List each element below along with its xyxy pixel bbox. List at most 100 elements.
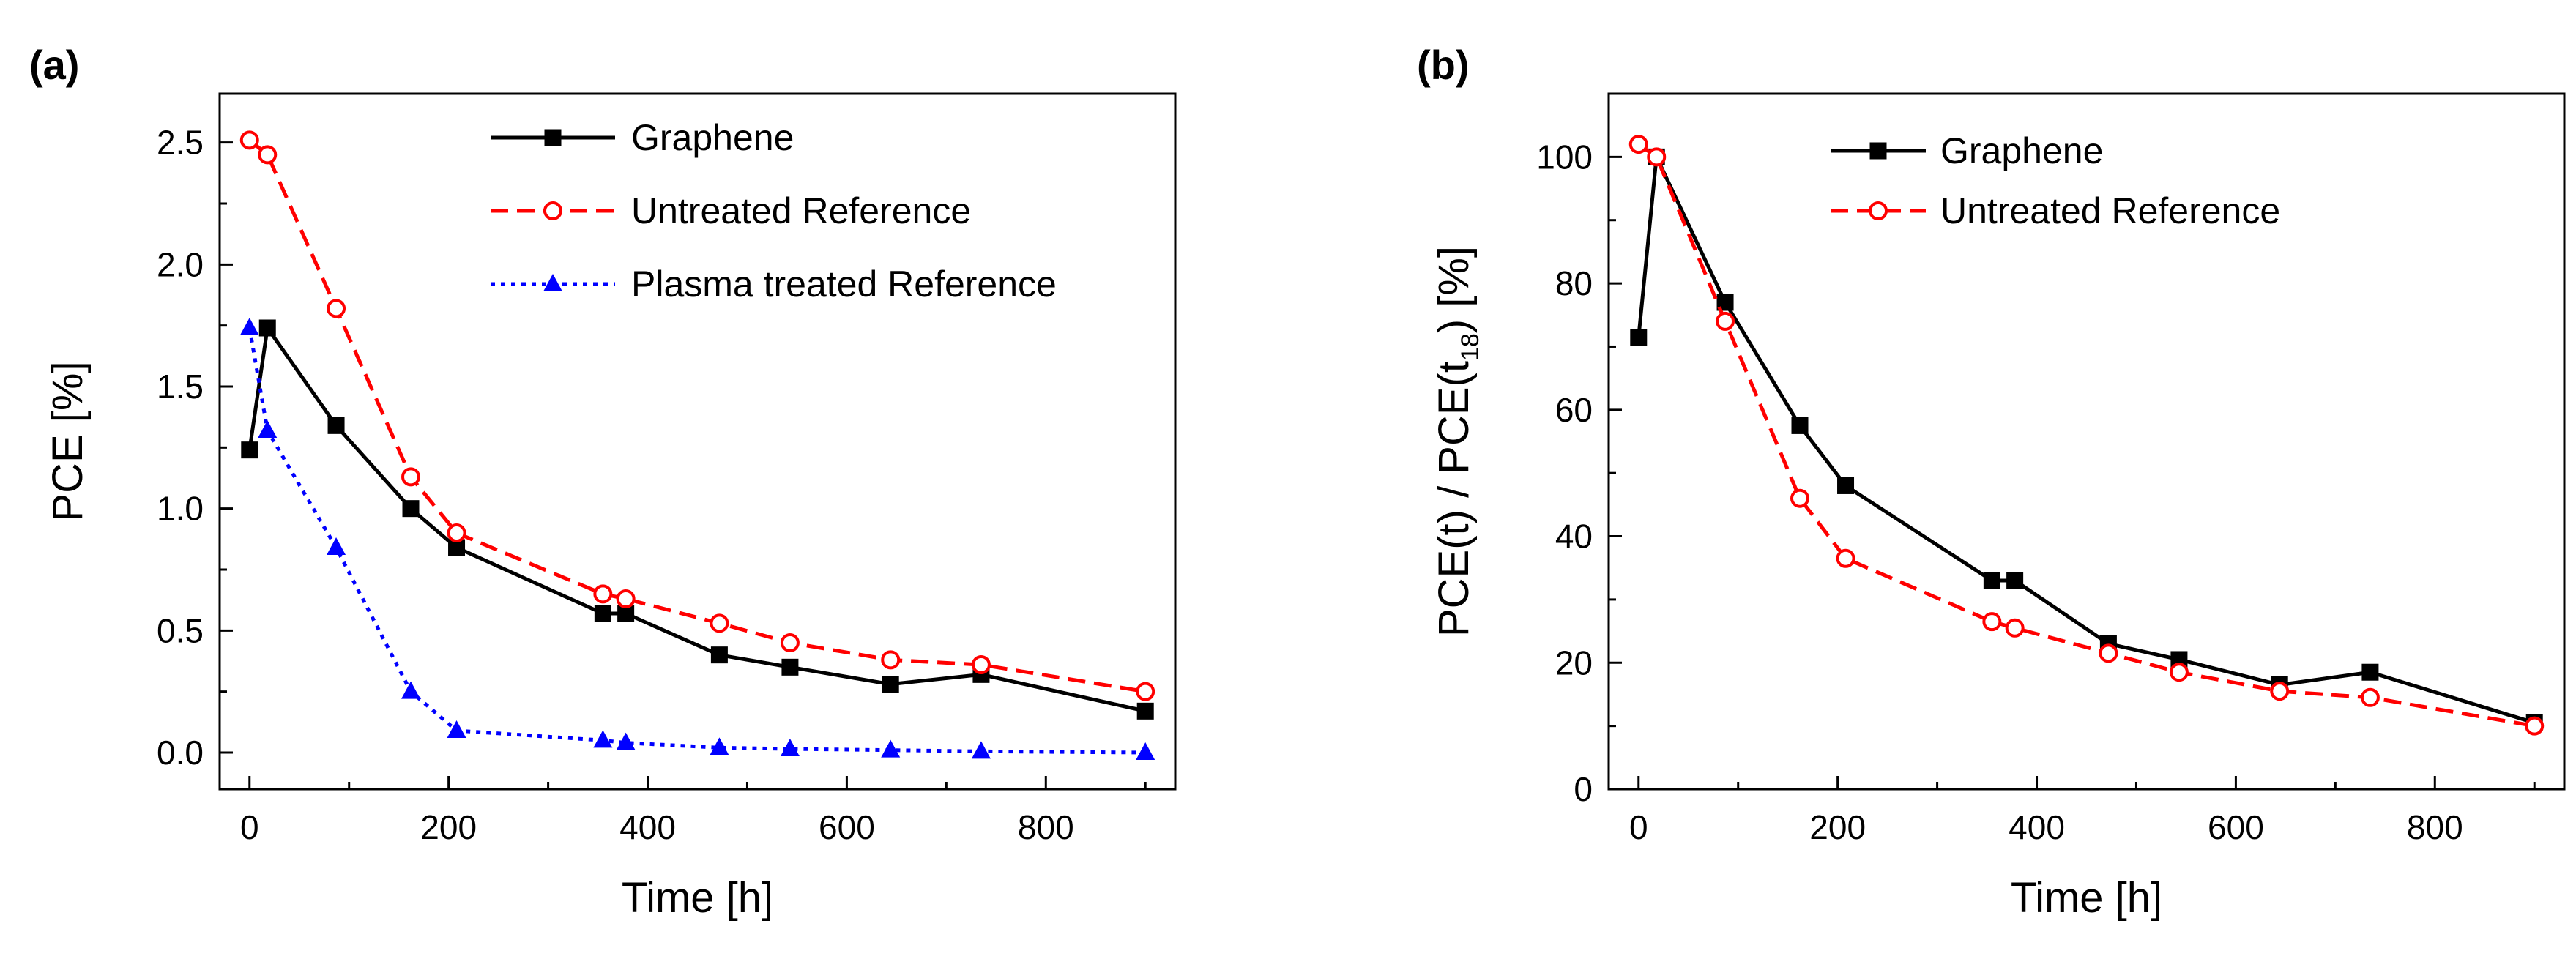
legend-label: Untreated Reference — [631, 190, 971, 231]
data-point-plasma-treated-reference — [258, 420, 278, 438]
data-point-untreated-reference — [2270, 682, 2290, 701]
data-point-plasma-treated-reference — [401, 681, 420, 699]
data-point-untreated-reference — [780, 633, 800, 652]
y-tick-label: 80 — [1555, 264, 1593, 302]
data-point-untreated-reference — [401, 467, 420, 487]
axis-ticks-a: 0 200 400 600 800 0.0 0.5 1.0 1.5 2.0 2.5 — [157, 124, 1147, 846]
legend-label: Plasma treated Reference — [631, 264, 1057, 305]
y-tick-label: 60 — [1555, 391, 1593, 429]
data-point-graphene — [1136, 702, 1154, 720]
data-point-plasma-treated-reference — [616, 732, 636, 750]
x-tick-label: 400 — [619, 808, 676, 846]
y-tick-label: 1.0 — [157, 490, 204, 528]
x-tick-label: 0 — [240, 808, 259, 846]
y-axis-title-a: PCE [%] — [44, 361, 92, 521]
data-point-graphene — [1837, 477, 1855, 494]
data-point-graphene — [241, 441, 258, 459]
chart-panel-b: (b) 0 200 400 600 800 0 20 40 60 80 100 Graphene Un… — [1417, 42, 2566, 922]
data-point-graphene — [1630, 329, 1648, 346]
y-axis-title-b-main: PCE(t) / PCE(t — [1430, 361, 1478, 637]
data-point-graphene — [402, 500, 420, 518]
chart-panel-a: (a) 0 200 400 600 800 0.0 0.5 1.0 1.5 2.0 2.5 Grap… — [29, 42, 1177, 922]
x-axis-title-b: Time [h] — [2011, 874, 2162, 922]
x-tick-label: 400 — [2009, 808, 2065, 846]
data-point-graphene — [1791, 417, 1809, 434]
data-point-graphene — [594, 605, 611, 622]
y-tick-label: 0.0 — [157, 734, 204, 772]
x-tick-label: 200 — [1809, 808, 1866, 846]
data-point-untreated-reference — [616, 589, 636, 608]
y-tick-label: 40 — [1555, 518, 1593, 556]
data-point-untreated-reference — [1982, 612, 2002, 632]
data-point-plasma-treated-reference — [710, 737, 729, 755]
data-point-plasma-treated-reference — [971, 741, 991, 759]
data-point-untreated-reference — [447, 523, 466, 542]
y-tick-label: 1.5 — [157, 367, 204, 406]
y-axis-title-b-end: ) [%] — [1430, 246, 1478, 333]
plot-area-a — [218, 92, 1177, 791]
legend-marker — [1869, 201, 1888, 220]
data-point-untreated-reference — [1136, 682, 1155, 701]
legend-marker — [1869, 142, 1887, 160]
x-tick-label: 200 — [420, 808, 477, 846]
series-line-untreated-reference — [248, 138, 1146, 694]
data-point-untreated-reference — [239, 130, 259, 150]
y-tick-label: 20 — [1555, 643, 1593, 682]
y-tick-label: 2.5 — [157, 124, 204, 162]
y-tick-label: 2.0 — [157, 245, 204, 283]
data-point-plasma-treated-reference — [447, 720, 466, 738]
y-tick-label: 0 — [1574, 770, 1593, 808]
legend-a: Graphene Untreated Reference Plasma treate… — [491, 117, 1057, 305]
series-line-graphene — [1637, 154, 2535, 725]
panel-label-a: (a) — [29, 42, 79, 88]
series-group-b — [1628, 135, 2545, 736]
data-point-graphene — [2006, 572, 2024, 589]
data-point-untreated-reference — [2005, 618, 2025, 638]
y-tick-label: 100 — [1536, 138, 1593, 176]
data-point-graphene — [1983, 572, 2000, 589]
data-point-plasma-treated-reference — [593, 730, 613, 748]
x-tick-label: 0 — [1629, 808, 1648, 846]
legend-marker — [543, 201, 562, 220]
data-point-graphene — [258, 319, 276, 337]
data-point-graphene — [1716, 294, 1734, 311]
x-axis-title-a: Time [h] — [622, 874, 773, 922]
data-point-untreated-reference — [327, 299, 346, 318]
data-point-graphene — [781, 658, 799, 676]
data-point-graphene — [327, 417, 345, 434]
legend-label: Graphene — [631, 117, 794, 158]
legend-b: Graphene Untreated Reference — [1831, 130, 2280, 231]
data-point-graphene — [2361, 663, 2379, 681]
series-group-a — [239, 130, 1155, 760]
legend-marker — [543, 274, 562, 291]
axis-ticks-b: 0 200 400 600 800 0 20 40 60 80 100 — [1536, 138, 2536, 846]
y-axis-title-b-subscript: 18 — [1456, 333, 1484, 361]
series-line-graphene — [247, 326, 1146, 713]
data-point-untreated-reference — [2525, 716, 2545, 736]
data-point-untreated-reference — [2099, 643, 2118, 663]
data-point-plasma-treated-reference — [327, 537, 346, 555]
data-point-untreated-reference — [1836, 548, 1855, 568]
data-point-graphene — [710, 646, 728, 664]
legend-label: Graphene — [1940, 130, 2103, 171]
x-tick-label: 800 — [2407, 808, 2463, 846]
y-tick-label: 0.5 — [157, 611, 204, 649]
data-point-plasma-treated-reference — [239, 318, 259, 335]
data-point-untreated-reference — [2169, 663, 2189, 682]
data-point-graphene — [882, 676, 899, 693]
data-point-plasma-treated-reference — [1136, 742, 1155, 760]
data-point-untreated-reference — [1716, 311, 1735, 331]
x-tick-label: 800 — [1018, 808, 1074, 846]
data-point-untreated-reference — [971, 655, 991, 674]
data-point-plasma-treated-reference — [780, 739, 800, 756]
data-point-untreated-reference — [710, 613, 729, 633]
data-point-untreated-reference — [881, 650, 901, 670]
data-point-untreated-reference — [1628, 135, 1648, 154]
data-point-untreated-reference — [2360, 687, 2380, 707]
data-point-untreated-reference — [258, 145, 278, 165]
legend-label: Untreated Reference — [1940, 190, 2280, 231]
x-tick-label: 600 — [819, 808, 875, 846]
x-tick-label: 600 — [2208, 808, 2264, 846]
data-point-untreated-reference — [1790, 488, 1809, 508]
